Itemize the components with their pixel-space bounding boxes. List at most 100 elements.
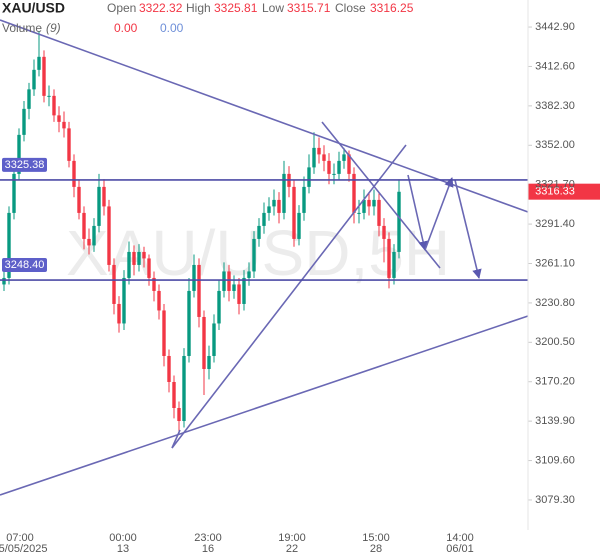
- x-tick-label: 00:00: [109, 532, 137, 544]
- candle-body: [197, 264, 201, 317]
- candle-body: [117, 303, 121, 324]
- candle-body: [277, 199, 281, 213]
- candle-body: [387, 238, 391, 278]
- candle-body: [77, 186, 81, 213]
- candle-body: [132, 251, 136, 265]
- candle-body: [37, 56, 41, 70]
- trend-line: [0, 315, 529, 496]
- y-tick-label: 3261.10: [535, 257, 575, 269]
- volume-name: Volume: [2, 21, 42, 35]
- candle-body: [87, 238, 91, 246]
- candle-body: [357, 212, 361, 214]
- x-tick-date: 05/05/2025: [0, 543, 48, 555]
- y-tick-label: 3170.20: [535, 376, 575, 388]
- candle-body: [362, 199, 366, 213]
- candle-body: [242, 277, 246, 304]
- x-tick-label: 14:00: [446, 532, 474, 544]
- candle-body: [267, 206, 271, 213]
- candle-body: [52, 95, 56, 116]
- legend-value: 3325.81: [214, 1, 258, 15]
- legend-name: Close: [335, 1, 366, 15]
- level-tag: [2, 157, 47, 172]
- candle-body: [32, 69, 36, 90]
- x-tick-date: 13: [117, 543, 129, 555]
- y-tick-label: 3321.70: [535, 179, 575, 191]
- y-tick-label: 3382.30: [535, 100, 575, 112]
- candle-body: [7, 212, 11, 278]
- candle-body: [2, 277, 6, 285]
- candle-body: [322, 154, 326, 161]
- candle-body: [22, 108, 26, 135]
- level-label: 3248.40: [5, 259, 45, 271]
- candle-body: [237, 284, 241, 304]
- x-tick-label: 23:00: [194, 532, 222, 544]
- candle-body: [297, 212, 301, 239]
- x-tick-date: 16: [202, 543, 214, 555]
- candle-body: [302, 186, 306, 213]
- level-tag: [2, 258, 47, 273]
- candle-body: [342, 154, 346, 161]
- y-tick-label: 3412.60: [535, 60, 575, 72]
- candle-body: [12, 173, 16, 213]
- candle-body: [207, 355, 211, 369]
- candle-body: [102, 186, 106, 207]
- candle-body: [307, 167, 311, 187]
- trend-line: [171, 429, 181, 449]
- drawings: [0, 19, 529, 496]
- y-tick-label: 3352.00: [535, 139, 575, 151]
- candle-body: [202, 316, 206, 369]
- candle-body: [257, 225, 261, 239]
- candle-body: [67, 128, 71, 161]
- candle-body: [97, 186, 101, 226]
- candle-body: [147, 258, 151, 278]
- x-tick-label: 15:00: [362, 532, 390, 544]
- x-tick-date: 22: [286, 543, 298, 555]
- candle-body: [247, 271, 251, 278]
- candle-body: [17, 134, 21, 174]
- candle-body: [92, 225, 96, 246]
- y-tick-label: 3200.50: [535, 336, 575, 348]
- candle-body: [62, 121, 66, 129]
- level-label: 3325.38: [5, 159, 45, 171]
- x-tick-label: 19:00: [278, 532, 306, 544]
- arrow: [454, 179, 482, 279]
- trend-line: [171, 144, 407, 449]
- candle-body: [367, 199, 371, 207]
- y-tick-label: 3291.40: [535, 218, 575, 230]
- candle-body: [332, 173, 336, 175]
- candle-body: [142, 251, 146, 259]
- y-tick-label: 3079.30: [535, 494, 575, 506]
- candle-body: [337, 160, 341, 174]
- candle-body: [157, 290, 161, 311]
- candle-body: [382, 225, 386, 239]
- legend-name: High: [186, 1, 211, 15]
- price-tag: [528, 183, 600, 200]
- price-tag-label: 3316.33: [535, 186, 575, 198]
- x-tick-date: 06/01: [446, 543, 474, 555]
- x-tick-date: 28: [370, 543, 382, 555]
- legend-value: 3315.71: [287, 1, 331, 15]
- y-tick-label: 3230.80: [535, 297, 575, 309]
- candle-body: [272, 199, 276, 207]
- candle-body: [57, 115, 61, 122]
- legend-value: 3316.25: [370, 1, 414, 15]
- candle-body: [42, 56, 46, 96]
- volume-value: 0.00: [160, 21, 184, 35]
- candle-body: [352, 173, 356, 213]
- candle-body: [192, 264, 196, 291]
- y-tick-label: 3109.60: [535, 454, 575, 466]
- candle-body: [372, 199, 376, 207]
- candle-body: [187, 290, 191, 356]
- x-tick-label: 07:00: [6, 532, 34, 544]
- candle-body: [317, 147, 321, 155]
- y-tick-label: 3139.90: [535, 415, 575, 427]
- arrow: [407, 174, 428, 251]
- candle-body: [217, 290, 221, 324]
- candle-body: [167, 355, 171, 382]
- arrow: [424, 177, 454, 251]
- y-tick-label: 3442.90: [535, 21, 575, 33]
- candle-body: [162, 310, 166, 356]
- candle-body: [177, 408, 181, 422]
- candle-body: [347, 154, 351, 174]
